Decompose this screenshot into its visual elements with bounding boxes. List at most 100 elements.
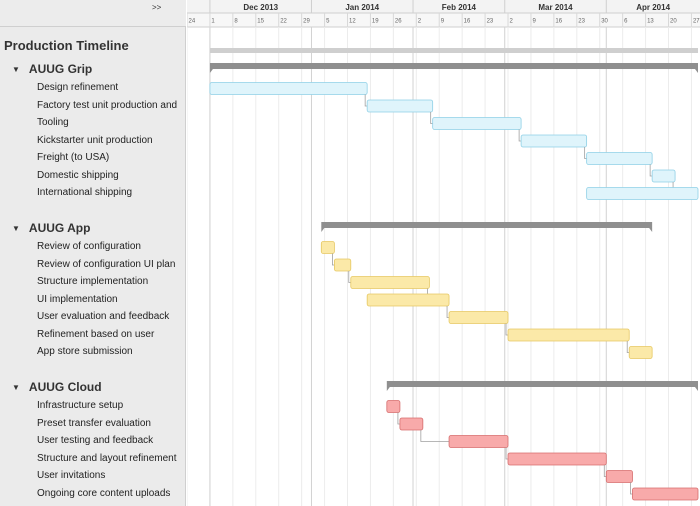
task-bar (651, 169, 676, 183)
task-label[interactable]: User testing and feedback (37, 435, 154, 446)
week-tick-label: 2 (418, 19, 422, 25)
group-name: AUUG Grip (28, 62, 93, 76)
month-label: Feb 2014 (442, 3, 477, 12)
task-bar (399, 417, 424, 431)
dependency-connector (420, 430, 450, 442)
task-label[interactable]: Structure implementation (37, 276, 149, 287)
task-bar (432, 117, 522, 130)
week-tick-label: 9 (532, 19, 536, 25)
group-summary-bar (321, 222, 653, 228)
task-label[interactable]: App store submission (37, 346, 133, 357)
week-tick-label: 8 (234, 19, 238, 25)
dependency-connector (518, 129, 522, 142)
month-label: Jan 2014 (345, 3, 379, 12)
project-summary-bar (209, 48, 698, 53)
gantt-svg: Dec 2013 Jan 2014 Feb 2014 Mar 2014 Apr 2014… (187, 0, 700, 506)
week-tick-label: 9 (441, 19, 445, 25)
dependency-connector (397, 412, 400, 425)
group-bar-cap-left (386, 387, 390, 391)
task-bar (586, 187, 699, 200)
group-name: AUUG App (28, 221, 91, 235)
task-bar (334, 258, 352, 272)
task-label[interactable]: Ongoing core content uploads (37, 487, 171, 499)
week-tick-label: 2 (510, 19, 514, 25)
expand-toggle-icon[interactable]: ▼ (12, 383, 20, 392)
task-label[interactable]: UI implementation (37, 293, 118, 305)
dependency-connector (348, 271, 351, 283)
task-label[interactable]: Infrastructure setup (37, 400, 124, 411)
week-tick-label: 16 (464, 19, 471, 25)
task-label[interactable]: Review of configuration UI plan (37, 258, 176, 270)
collapse-button[interactable]: >> (152, 3, 162, 12)
week-tick-label: 23 (578, 19, 585, 25)
task-bar (605, 470, 633, 483)
dependency-connector (603, 465, 607, 477)
task-label[interactable]: User evaluation and feedback (37, 311, 170, 322)
task-label[interactable]: Structure and layout refinement (37, 452, 177, 464)
week-tick-label: 19 (372, 19, 379, 25)
group-bar-cap-right (695, 69, 698, 73)
task-bar (448, 435, 509, 448)
month-label: Dec 2013 (243, 3, 278, 12)
expand-toggle-icon[interactable]: ▼ (12, 65, 20, 74)
group-bar-cap-right (649, 228, 653, 232)
task-bar (366, 99, 434, 113)
task-bar (507, 452, 607, 466)
group-bar-cap-left (321, 228, 325, 232)
week-tick-label: 12 (349, 19, 356, 25)
task-label[interactable]: Freight (to USA) (37, 152, 110, 163)
task-bar (320, 241, 335, 254)
week-tick-label: 27 (693, 19, 700, 25)
dependency-connector (505, 447, 509, 460)
task-list-header: >> (0, 0, 186, 27)
dependency-connector (649, 164, 653, 177)
dependency-connector (430, 112, 433, 124)
task-label[interactable]: International shipping (37, 187, 133, 198)
month-label: Apr 2014 (636, 3, 670, 12)
gantt-chart: Dec 2013 Jan 2014 Feb 2014 Mar 2014 Apr 2014… (187, 0, 700, 506)
week-tick-label: 5 (326, 19, 330, 25)
group-summary-bar (386, 381, 698, 387)
dependency-connector (332, 253, 335, 266)
dependency-connector (364, 94, 368, 107)
week-tick-label: 26 (395, 19, 402, 25)
task-bar (386, 400, 401, 413)
group-bar-cap-left (209, 69, 213, 73)
month-label: Mar 2014 (538, 3, 573, 12)
dependency-connector (446, 306, 450, 318)
group-bar-cap-right (695, 387, 698, 391)
week-tick-label: 15 (257, 19, 264, 25)
task-label[interactable]: Tooling (37, 117, 69, 128)
task-label[interactable]: User invitations (37, 470, 106, 481)
dependency-connector (630, 482, 633, 495)
month-header (187, 0, 700, 13)
week-tick-label: 1 (211, 19, 215, 25)
task-label[interactable]: Preset transfer evaluation (37, 417, 151, 429)
group-name: AUUG Cloud (28, 380, 102, 394)
group-row-label[interactable]: ▼ AUUG App (12, 221, 90, 235)
task-label[interactable]: Design refinement (37, 82, 119, 93)
week-tick-label: 30 (601, 19, 608, 25)
group-row-label[interactable]: ▼ AUUG Grip (12, 62, 92, 76)
week-tick-label: 13 (647, 19, 654, 25)
task-label[interactable]: Domestic shipping (37, 169, 119, 181)
task-label[interactable]: Factory test unit production and (37, 99, 178, 111)
task-label[interactable]: Refinement based on user (37, 328, 155, 340)
task-bar (586, 152, 653, 165)
week-tick-label: 23 (487, 19, 494, 25)
week-tick-label: 29 (303, 19, 310, 25)
task-bar (209, 82, 368, 95)
dependency-connector (584, 147, 587, 159)
task-bar (366, 293, 450, 307)
group-row-label[interactable]: ▼ AUUG Cloud (12, 380, 102, 394)
dependency-connector (505, 323, 509, 336)
task-label[interactable]: Kickstarter unit production (37, 134, 153, 146)
task-label[interactable]: Review of configuration (37, 241, 141, 252)
task-bar (520, 134, 588, 148)
task-list-panel: >> Production Timeline ▼ AUUG Grip Design … (0, 0, 186, 506)
task-bar (350, 276, 430, 289)
week-tick-label: 22 (280, 19, 287, 25)
week-tick-label: 16 (555, 19, 562, 25)
group-summary-bar (209, 63, 698, 69)
expand-toggle-icon[interactable]: ▼ (12, 224, 20, 233)
